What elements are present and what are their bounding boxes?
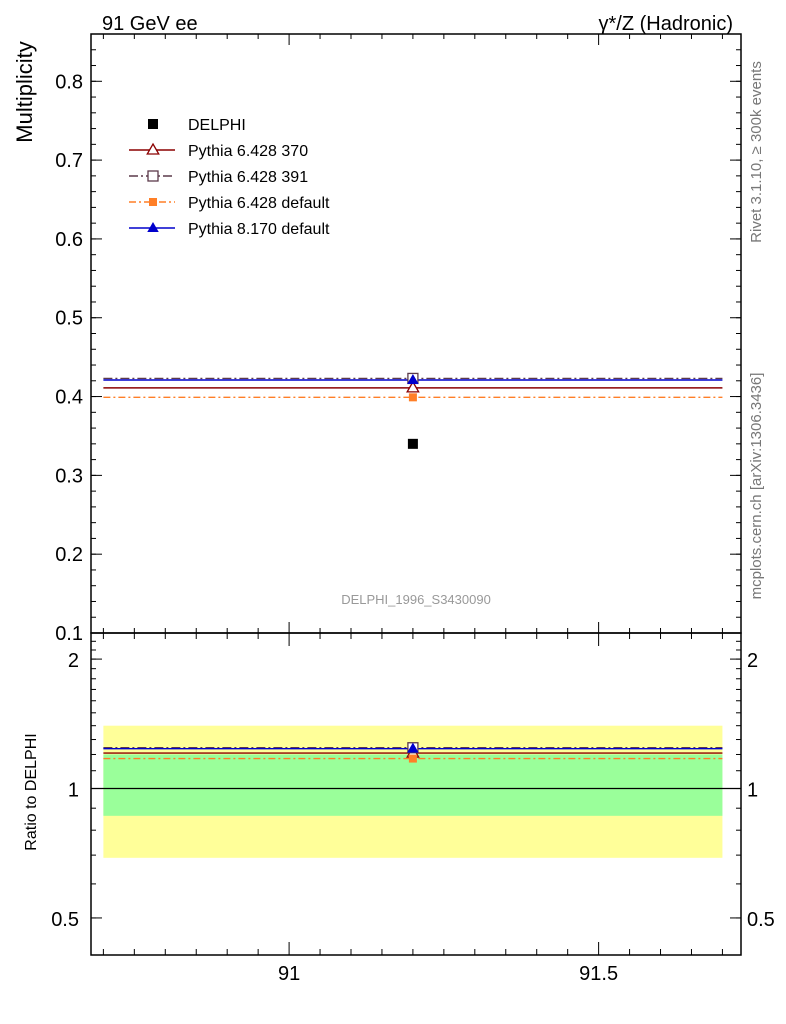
analysis-label: DELPHI_1996_S3430090 <box>341 592 491 607</box>
data-point-delphi <box>407 438 418 449</box>
main-panel: 0.1 0.2 0.3 0.4 0.5 0.6 0.7 0.8 Multiplicity DELP… <box>12 33 742 645</box>
ratio-plot-area <box>91 725 741 858</box>
ratio-y-tick-label: 0.5 <box>51 909 79 931</box>
legend-marker <box>148 119 158 129</box>
legend-label: Pythia 6.428 default <box>188 195 330 212</box>
series-point <box>408 393 417 402</box>
legend-marker <box>147 222 159 232</box>
y-tick-label: 0.6 <box>55 229 83 251</box>
y-tick-label: 0.4 <box>55 387 83 409</box>
series-point <box>406 380 420 393</box>
y-tick-label: 0.7 <box>55 150 83 172</box>
y-tick-label: 0.3 <box>55 465 83 487</box>
legend-label: Pythia 8.170 default <box>188 221 330 238</box>
y-tick-label: 0.2 <box>55 544 83 566</box>
legend-label: Pythia 6.428 391 <box>188 169 308 186</box>
header-left: 91 GeV ee <box>102 13 198 35</box>
legend-label: Pythia 6.428 370 <box>188 143 308 160</box>
legend-marker <box>147 170 159 182</box>
ratio-y-tick-label-right: 2 <box>747 650 758 672</box>
x-tick-label: 91 <box>278 963 300 985</box>
y-tick-label: 0.8 <box>55 71 83 93</box>
y-tick-label: 0.1 <box>55 623 83 645</box>
y-tick-label: 0.5 <box>55 308 83 330</box>
y-axis-title: Multiplicity <box>12 41 37 142</box>
mcplots-label: mcplots.cern.ch [arXiv:1306.3436] <box>748 373 765 600</box>
ratio-y-axis-title: Ratio to DELPHI <box>23 733 40 850</box>
x-tick-label: 91.5 <box>579 963 618 985</box>
ratio-series-point <box>407 742 419 753</box>
uncertainty-band-inner <box>103 754 723 816</box>
ratio-y-tick-label-right: 1 <box>747 780 758 802</box>
legend-marker <box>146 142 160 155</box>
legend-label: DELPHI <box>188 117 246 134</box>
ratio-y-tick-label: 1 <box>68 780 79 802</box>
ratio-y-tick-label: 2 <box>68 650 79 672</box>
ratio-frame <box>90 632 742 956</box>
header-right: γ*/Z (Hadronic) <box>599 13 733 35</box>
legend-marker <box>149 198 157 206</box>
ratio-panel: 0.5 0.5 1 1 2 2 91 91.5 Ratio to DELPHI <box>23 632 775 985</box>
ratio-y-tick-label-right: 0.5 <box>747 909 775 931</box>
series-point <box>407 374 419 385</box>
ratio-series-point <box>408 754 417 763</box>
rivet-label: Rivet 3.1.10, ≥ 300k events <box>748 61 765 243</box>
